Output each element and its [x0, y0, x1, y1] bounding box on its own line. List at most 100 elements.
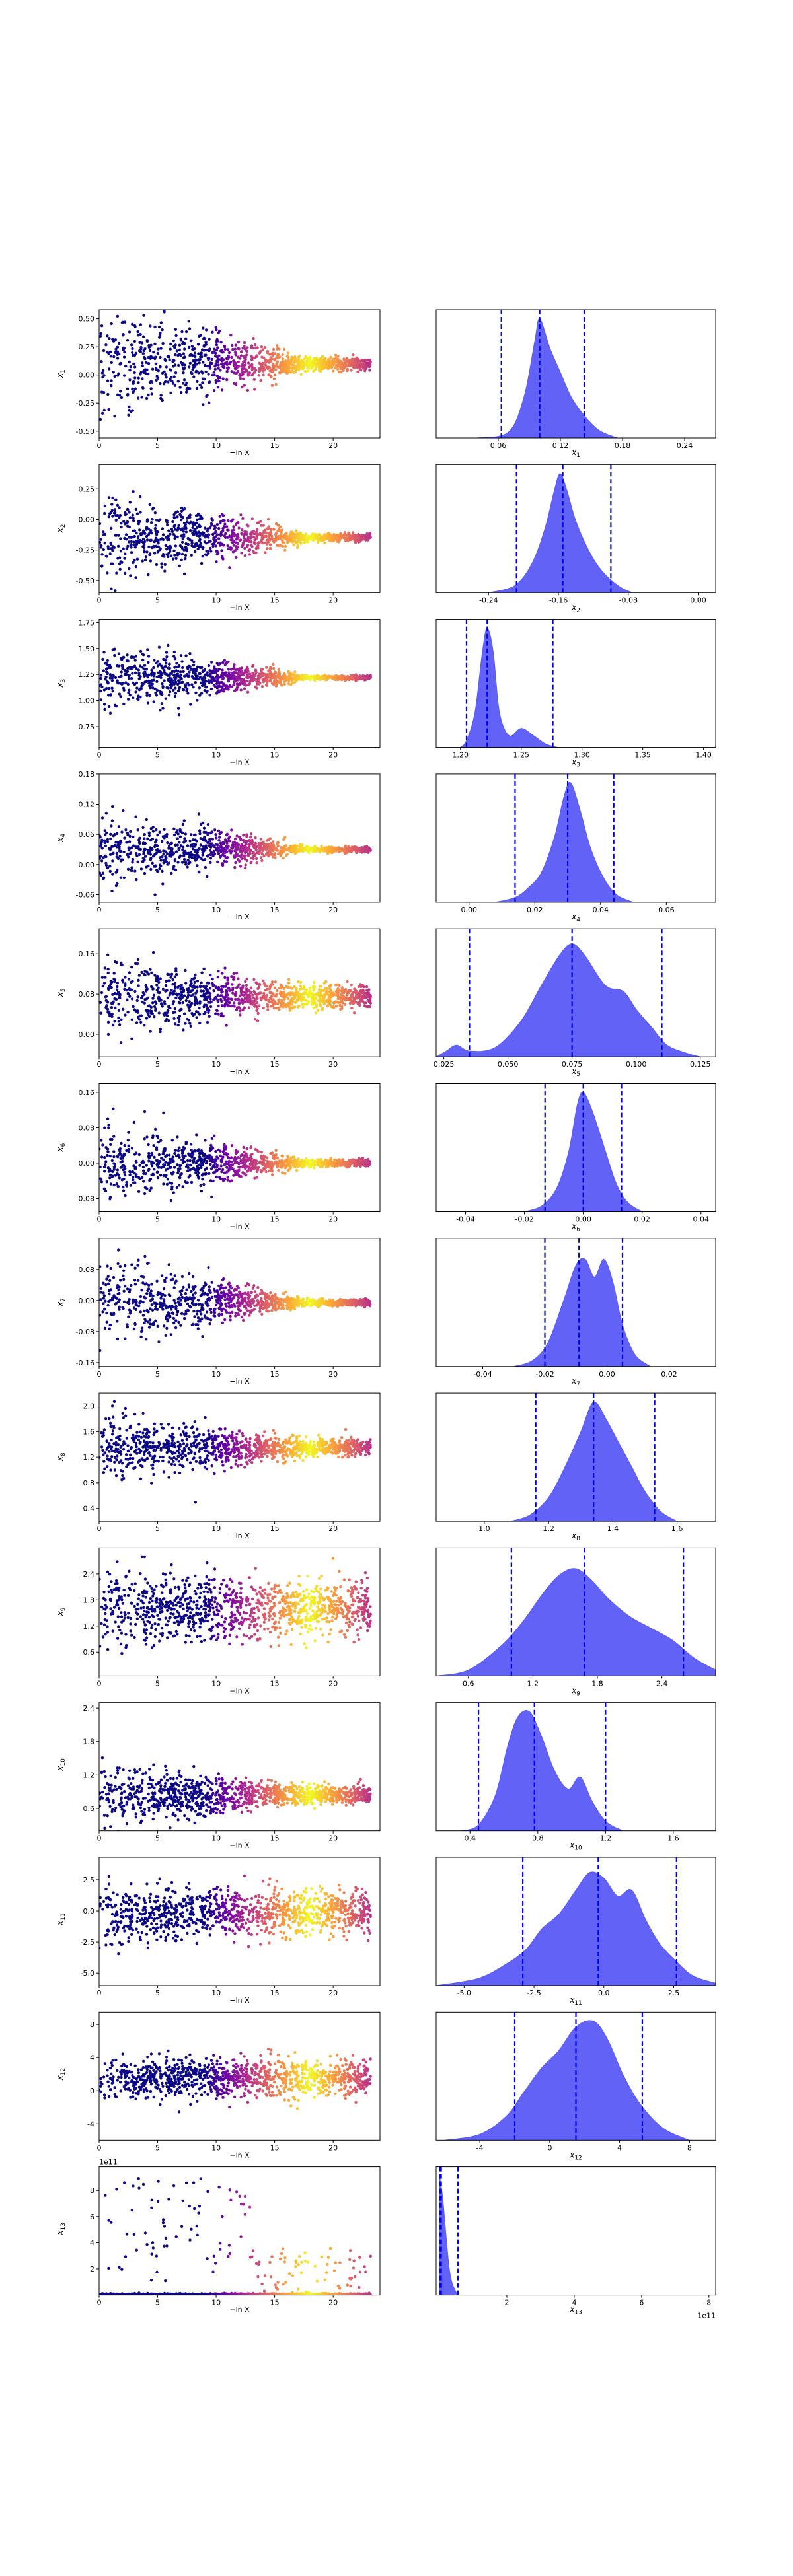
- scatter-point: [293, 852, 297, 855]
- scatter-point: [244, 863, 247, 867]
- scatter-point: [183, 837, 186, 840]
- scatter-point: [142, 335, 145, 338]
- scatter-point: [249, 832, 253, 836]
- scatter-point: [227, 519, 230, 522]
- scatter-point: [202, 337, 206, 340]
- scatter-point: [367, 365, 371, 369]
- scatter-point: [215, 674, 219, 677]
- scatter-point: [353, 846, 356, 850]
- scatter-point: [156, 869, 159, 873]
- scatter-point: [250, 530, 254, 534]
- scatter-point: [294, 368, 297, 371]
- scatter-point: [278, 355, 282, 359]
- scatter-point: [172, 833, 176, 837]
- scatter-point: [102, 349, 106, 353]
- scatter-point: [365, 985, 369, 989]
- scatter-point: [175, 973, 178, 976]
- scatter-point: [198, 829, 202, 832]
- scatter-point: [131, 387, 134, 391]
- x-tick-label: 20: [328, 906, 338, 914]
- scatter-point: [147, 573, 150, 577]
- scatter-point: [304, 532, 308, 536]
- scatter-point: [260, 669, 263, 673]
- scatter-point: [287, 369, 291, 373]
- scatter-point: [166, 841, 169, 845]
- scatter-point: [217, 537, 221, 540]
- scatter-point: [172, 688, 175, 692]
- scatter-point: [289, 844, 292, 848]
- scatter-point: [184, 654, 188, 657]
- scatter-point: [104, 976, 107, 979]
- x-tick-label: 0.24: [677, 441, 693, 450]
- scatter-point: [197, 677, 200, 681]
- scatter-point: [167, 678, 170, 682]
- scatter-point: [170, 684, 173, 688]
- scatter-point: [283, 347, 286, 351]
- scatter-point: [188, 327, 192, 330]
- scatter-point: [129, 365, 132, 369]
- scatter-point: [342, 536, 346, 540]
- scatter-point: [236, 369, 240, 373]
- scatter-y-axis-label: x4: [56, 834, 67, 843]
- scatter-point: [354, 541, 358, 544]
- scatter-point: [333, 847, 336, 851]
- scatter-point: [172, 549, 176, 552]
- scatter-point: [231, 991, 235, 995]
- scatter-point: [204, 343, 208, 346]
- scatter-point: [280, 684, 283, 687]
- scatter-point: [240, 532, 243, 536]
- scatter-point: [120, 396, 124, 400]
- scatter-point: [206, 671, 209, 674]
- scatter-point: [223, 659, 226, 662]
- scatter-point: [207, 664, 211, 668]
- scatter-point: [178, 564, 181, 568]
- scatter-point: [132, 540, 135, 544]
- scatter-point: [165, 989, 169, 992]
- scatter-point: [339, 1007, 342, 1011]
- scatter-point: [138, 841, 141, 845]
- scatter-point: [163, 357, 167, 361]
- scatter-point: [175, 662, 178, 665]
- scatter-point: [164, 380, 167, 384]
- scatter-point: [181, 515, 184, 519]
- scatter-point: [297, 368, 301, 372]
- scatter-point: [266, 680, 269, 683]
- scatter-point: [137, 698, 140, 701]
- scatter-point: [282, 1005, 285, 1009]
- scatter-point: [322, 676, 325, 680]
- scatter-point: [149, 867, 153, 871]
- scatter-point: [272, 662, 275, 666]
- scatter-point: [100, 991, 104, 995]
- scatter-point: [191, 847, 194, 851]
- scatter-point: [357, 985, 361, 989]
- scatter-point: [312, 369, 315, 373]
- scatter-point: [194, 514, 198, 517]
- scatter-point: [99, 417, 102, 421]
- scatter-point: [176, 380, 180, 383]
- scatter-point: [166, 355, 169, 358]
- scatter-point: [186, 844, 190, 847]
- scatter-point: [190, 339, 193, 342]
- scatter-point: [234, 861, 237, 865]
- x-tick-label: 0: [97, 441, 102, 450]
- scatter-point: [361, 537, 365, 540]
- scatter-point: [116, 357, 120, 360]
- scatter-point: [342, 847, 345, 851]
- scatter-point: [208, 694, 211, 697]
- scatter-point: [202, 826, 206, 830]
- scatter-point: [260, 685, 264, 688]
- posterior-x-axis-label: x4: [571, 912, 580, 923]
- scatter-point: [125, 547, 128, 550]
- scatter-point: [155, 378, 158, 382]
- scatter-point: [180, 330, 184, 334]
- scatter-point: [299, 373, 303, 376]
- scatter-point: [174, 676, 178, 680]
- scatter-point: [273, 373, 277, 376]
- scatter-point: [120, 321, 124, 324]
- y-tick-label: 0.00: [79, 861, 95, 869]
- scatter-point: [131, 322, 134, 326]
- scatter-point: [165, 655, 169, 659]
- scatter-point: [145, 865, 148, 869]
- scatter-point: [197, 352, 200, 355]
- scatter-point: [206, 875, 209, 878]
